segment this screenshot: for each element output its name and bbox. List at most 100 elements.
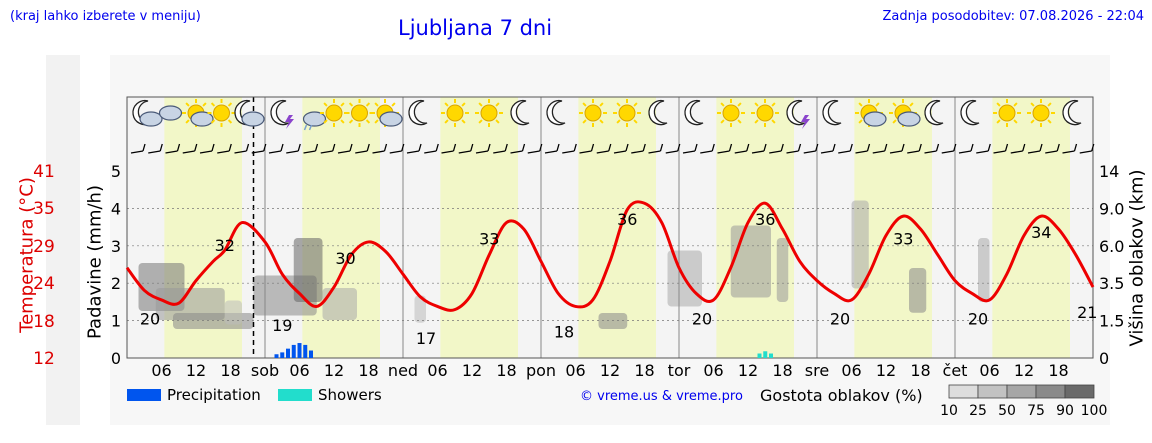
wind-barb xyxy=(1056,143,1060,152)
cloud-shape xyxy=(139,111,163,127)
sun-shape xyxy=(480,104,498,122)
x-tick-label: 18 xyxy=(1048,361,1068,380)
wind-barb xyxy=(458,150,471,154)
sun-ray xyxy=(633,102,638,107)
sun-shape xyxy=(351,104,368,122)
wind-barb xyxy=(780,143,784,152)
cloud-density-patch xyxy=(851,200,869,289)
wind-barb xyxy=(659,143,664,152)
wind-barb xyxy=(165,150,178,154)
moon-shape xyxy=(786,99,806,126)
wind-barb xyxy=(1045,150,1058,154)
x-tick-label: 12 xyxy=(876,361,896,380)
wind-barb xyxy=(268,150,282,154)
cloud-height-tick: 0 xyxy=(1099,349,1109,368)
wind-barb xyxy=(251,150,264,154)
sun-ray xyxy=(323,102,328,107)
x-tick-label: 06 xyxy=(151,361,171,380)
moon-shape xyxy=(270,99,290,126)
temperature-label: 36 xyxy=(755,210,775,229)
temperature-label: 20 xyxy=(830,309,850,328)
precip-tick: 1 xyxy=(111,312,121,331)
cloud-density-patch xyxy=(293,238,323,302)
moon-shape xyxy=(510,99,530,126)
sun-ray xyxy=(495,119,500,124)
temperature-panel xyxy=(46,55,80,425)
precipitation-bar xyxy=(303,344,308,358)
x-tick-label: 06 xyxy=(565,361,585,380)
wind-barb xyxy=(452,143,457,152)
wind-barb xyxy=(539,143,543,152)
wind-barb xyxy=(1027,150,1041,154)
sun-ray xyxy=(210,102,216,107)
wind-barb xyxy=(728,143,733,152)
wind-barb xyxy=(677,143,681,152)
temperature-tick: 18 xyxy=(33,311,55,332)
sun-shape xyxy=(1032,104,1050,122)
cloud-density-patch xyxy=(909,268,927,313)
moon-shape xyxy=(408,99,428,126)
cloud-shape xyxy=(190,111,214,127)
wind-barb xyxy=(1022,143,1026,152)
sun-ray xyxy=(858,102,863,107)
sun-ray xyxy=(599,102,604,107)
x-tick-label: 06 xyxy=(703,361,723,380)
temperature-tick: 12 xyxy=(33,349,55,369)
sun-ray xyxy=(996,119,1001,124)
wind-barb xyxy=(527,150,540,154)
precipitation-bar xyxy=(769,353,773,358)
wind-barb xyxy=(855,150,868,154)
plot-border xyxy=(126,96,1094,359)
temperature-label: 17 xyxy=(416,329,436,348)
x-tick-label: 12 xyxy=(738,361,758,380)
temperature-label: 19 xyxy=(272,316,292,335)
wind-barb xyxy=(924,150,937,154)
moon-shape xyxy=(648,99,668,126)
sun-ray xyxy=(348,102,354,107)
wind-barb xyxy=(970,143,974,152)
sun-cloud-icon xyxy=(855,99,887,127)
credit-text[interactable]: © vreme.us & vreme.pro xyxy=(580,389,743,404)
precipitation-bar xyxy=(286,348,290,358)
showers-legend-label: Showers xyxy=(318,386,382,404)
sun-ray xyxy=(185,119,190,124)
wind-barb xyxy=(958,150,972,154)
moon-icon xyxy=(546,99,566,126)
sun-ray xyxy=(495,102,500,107)
sun-shape xyxy=(446,104,464,122)
wind-barb xyxy=(1004,143,1009,152)
precipitation-bar xyxy=(757,353,762,358)
moon-shape xyxy=(924,99,944,126)
x-tick-label: 18 xyxy=(496,361,516,380)
moon-storm-icon xyxy=(270,99,294,129)
wind-barb xyxy=(297,143,301,152)
moon-icon xyxy=(510,99,530,126)
sun-ray xyxy=(227,119,233,124)
wind-barb xyxy=(884,143,888,152)
density-swatch xyxy=(1006,384,1037,399)
precipitation-bar xyxy=(280,352,285,358)
wind-barb xyxy=(987,143,991,152)
sun-shape xyxy=(756,104,774,122)
lightning-shape xyxy=(285,115,294,129)
precip-tick: 3 xyxy=(111,237,121,256)
sun-ray xyxy=(444,119,449,124)
wind-barb xyxy=(590,143,595,152)
wind-barb xyxy=(401,143,405,152)
precipitation-legend-label: Precipitation xyxy=(167,386,261,404)
wind-barb xyxy=(303,150,316,154)
sun-ray xyxy=(996,102,1001,107)
sun-ray xyxy=(616,102,621,107)
sun-ray xyxy=(1013,102,1018,107)
sun-shape xyxy=(618,104,636,122)
wind-barb xyxy=(763,143,767,152)
sun-icon xyxy=(475,99,503,127)
cloud-density-patch xyxy=(730,225,771,298)
wind-barb xyxy=(544,150,558,154)
wind-barb xyxy=(872,150,885,154)
density-scale-label: 90 xyxy=(1056,403,1074,419)
wind-barb xyxy=(470,143,474,152)
sun-shape xyxy=(722,104,740,122)
sun-ray xyxy=(391,102,396,107)
